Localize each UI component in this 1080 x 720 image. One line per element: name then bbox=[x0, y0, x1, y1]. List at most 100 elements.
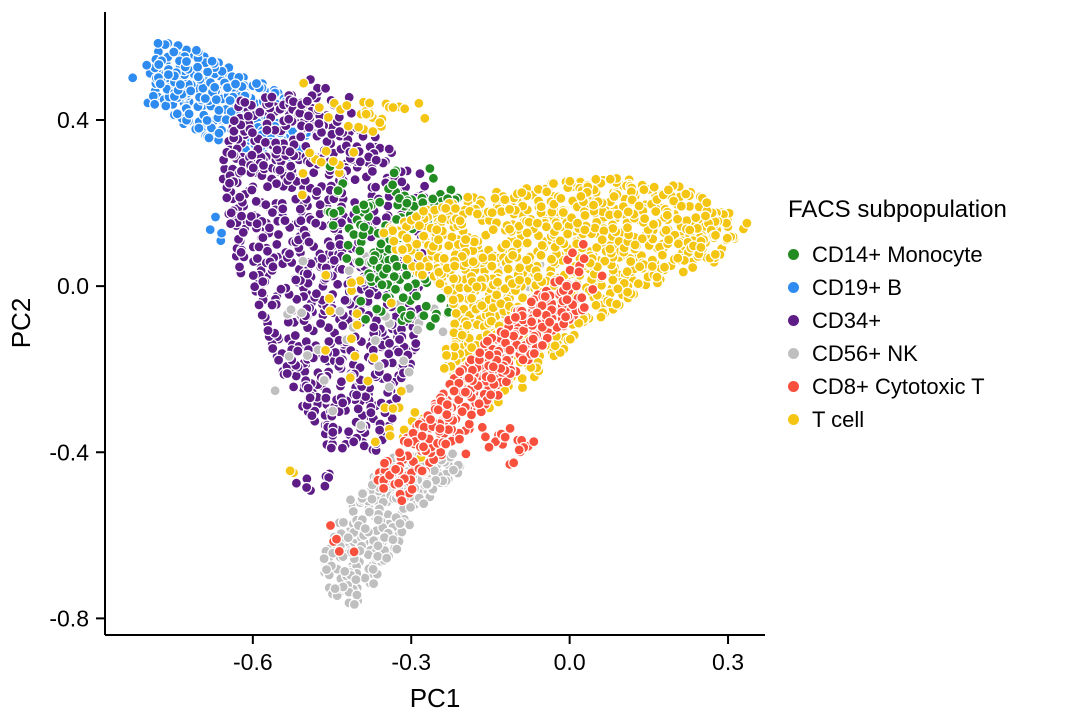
scatter-point bbox=[310, 288, 322, 300]
scatter-point bbox=[349, 350, 361, 362]
scatter-point bbox=[638, 184, 650, 196]
scatter-point bbox=[638, 213, 651, 225]
scatter-point bbox=[266, 299, 278, 311]
scatter-point bbox=[625, 255, 637, 268]
scatter-point bbox=[566, 247, 579, 259]
scatter-point bbox=[360, 108, 372, 120]
scatter-point bbox=[502, 263, 514, 275]
legend-item: T cell bbox=[788, 403, 1007, 436]
scatter-point bbox=[297, 167, 309, 179]
scatter-point bbox=[267, 261, 279, 273]
scatter-point bbox=[284, 465, 296, 477]
scatter-point bbox=[412, 324, 424, 336]
legend-item-label: CD56+ NK bbox=[812, 340, 918, 366]
scatter-point bbox=[348, 546, 360, 558]
scatter-point bbox=[339, 294, 351, 306]
scatter-point bbox=[401, 197, 413, 209]
scatter-point bbox=[646, 260, 658, 272]
legend-item: CD34+ bbox=[788, 304, 1007, 337]
scatter-point bbox=[480, 229, 492, 241]
scatter-point bbox=[500, 238, 512, 250]
scatter-point bbox=[431, 224, 443, 236]
scatter-point bbox=[183, 108, 195, 120]
scatter-point bbox=[192, 71, 204, 83]
scatter-point bbox=[440, 202, 452, 214]
scatter-point bbox=[324, 305, 336, 317]
scatter-point bbox=[389, 283, 402, 295]
scatter-point bbox=[213, 127, 225, 139]
scatter-point bbox=[342, 239, 354, 251]
scatter-point bbox=[461, 319, 473, 331]
scatter-point bbox=[419, 180, 431, 192]
scatter-point bbox=[269, 385, 281, 397]
x-tick-label: -0.3 bbox=[391, 649, 431, 675]
scatter-point bbox=[410, 290, 422, 302]
scatter-point bbox=[404, 501, 417, 513]
scatter-point bbox=[549, 340, 561, 352]
scatter-point bbox=[303, 121, 315, 134]
scatter-point bbox=[368, 577, 380, 590]
scatter-point bbox=[323, 292, 335, 305]
scatter-point bbox=[193, 122, 205, 134]
scatter-point bbox=[527, 333, 539, 345]
legend-item: CD8+ Cytotoxic T bbox=[788, 370, 1007, 403]
scatter-point bbox=[476, 300, 488, 312]
scatter-point bbox=[647, 218, 660, 230]
scatter-point bbox=[239, 96, 251, 109]
scatter-point bbox=[416, 465, 428, 477]
scatter-point bbox=[479, 431, 491, 443]
scatter-point bbox=[301, 481, 313, 494]
scatter-point bbox=[387, 402, 399, 415]
scatter-point bbox=[462, 191, 474, 203]
scatter-point bbox=[541, 186, 553, 198]
scatter-point bbox=[466, 341, 478, 354]
scatter-point bbox=[393, 477, 405, 489]
x-tick-label: -0.6 bbox=[233, 649, 273, 675]
scatter-point bbox=[564, 264, 576, 276]
scatter-point bbox=[360, 313, 372, 325]
scatter-point bbox=[224, 94, 236, 107]
scatter-point bbox=[499, 431, 511, 443]
scatter-point bbox=[372, 550, 384, 562]
scatter-point bbox=[327, 426, 339, 438]
scatter-point bbox=[387, 179, 399, 191]
scatter-point bbox=[672, 238, 685, 250]
scatter-point bbox=[456, 406, 468, 418]
scatter-point bbox=[345, 333, 357, 345]
scatter-point bbox=[332, 185, 344, 197]
scatter-point bbox=[554, 235, 566, 247]
scatter-point bbox=[507, 249, 519, 261]
scatter-point bbox=[607, 222, 619, 235]
scatter-point bbox=[354, 245, 366, 257]
scatter-point bbox=[333, 545, 345, 558]
scatter-point bbox=[375, 238, 387, 250]
scatter-point bbox=[578, 253, 590, 265]
scatter-point bbox=[460, 233, 472, 246]
scatter-point bbox=[381, 552, 393, 564]
scatter-point bbox=[447, 464, 459, 476]
scatter-point bbox=[320, 563, 333, 576]
scatter-point bbox=[327, 219, 339, 231]
scatter-point bbox=[367, 563, 379, 575]
scatter-point bbox=[327, 405, 339, 417]
scatter-point bbox=[275, 283, 287, 295]
scatter-point bbox=[721, 232, 733, 244]
scatter-point bbox=[301, 268, 314, 280]
scatter-point bbox=[448, 385, 460, 397]
scatter-point bbox=[463, 418, 475, 430]
scatter-point bbox=[427, 172, 439, 184]
scatter-point bbox=[261, 181, 274, 193]
scatter-point bbox=[465, 409, 478, 421]
scatter-point bbox=[320, 145, 332, 157]
legend: FACS subpopulation CD14+ Monocyte CD19+ B… bbox=[788, 196, 1007, 436]
scatter-point bbox=[225, 207, 237, 219]
scatter-point bbox=[466, 292, 478, 304]
scatter-point bbox=[324, 519, 337, 532]
scatter-point bbox=[369, 436, 381, 448]
scatter-point bbox=[247, 269, 259, 282]
scatter-point bbox=[543, 316, 556, 328]
scatter-point bbox=[662, 184, 675, 196]
scatter-point bbox=[367, 254, 380, 266]
scatter-point bbox=[302, 110, 315, 122]
scatter-point bbox=[463, 372, 475, 384]
